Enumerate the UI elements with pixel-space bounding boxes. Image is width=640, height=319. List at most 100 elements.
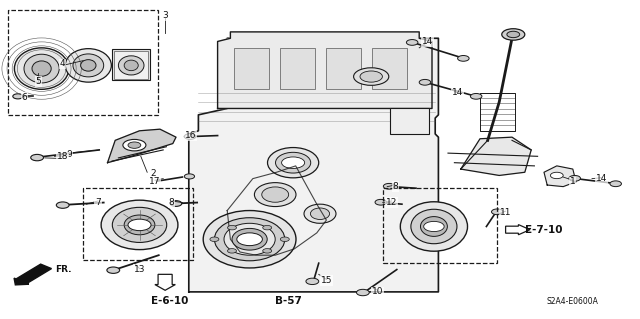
Bar — [480, 93, 515, 131]
Text: 14: 14 — [422, 37, 433, 46]
Ellipse shape — [224, 223, 275, 255]
Bar — [234, 48, 269, 89]
Ellipse shape — [401, 202, 468, 251]
Circle shape — [228, 249, 237, 253]
Text: FR.: FR. — [55, 265, 72, 274]
Polygon shape — [544, 166, 576, 187]
Ellipse shape — [353, 68, 389, 85]
Ellipse shape — [310, 208, 330, 219]
Text: 2: 2 — [151, 169, 156, 178]
Bar — [83, 188, 193, 260]
Circle shape — [237, 233, 262, 246]
Circle shape — [424, 221, 444, 232]
Circle shape — [569, 175, 580, 181]
Bar — [372, 48, 407, 89]
Ellipse shape — [420, 217, 447, 236]
Polygon shape — [461, 137, 531, 175]
Text: 14: 14 — [452, 88, 463, 97]
Circle shape — [56, 202, 69, 208]
Circle shape — [280, 237, 289, 241]
Ellipse shape — [81, 60, 96, 71]
Circle shape — [507, 31, 520, 38]
Circle shape — [306, 278, 319, 285]
Text: 6: 6 — [22, 93, 27, 102]
Circle shape — [184, 174, 195, 179]
Ellipse shape — [268, 147, 319, 178]
Ellipse shape — [254, 182, 296, 207]
Ellipse shape — [124, 215, 155, 235]
Text: E-6-10: E-6-10 — [151, 296, 188, 307]
Text: 8: 8 — [393, 182, 398, 191]
Bar — [390, 108, 429, 134]
Text: 10: 10 — [372, 287, 383, 296]
Circle shape — [170, 201, 182, 206]
FancyArrow shape — [155, 274, 175, 290]
Circle shape — [128, 142, 141, 148]
Circle shape — [263, 226, 272, 230]
Text: 13: 13 — [134, 265, 145, 274]
Text: 15: 15 — [321, 276, 332, 285]
Circle shape — [610, 181, 621, 187]
Bar — [112, 49, 150, 80]
Bar — [8, 10, 158, 115]
Circle shape — [282, 157, 305, 168]
Text: 12: 12 — [386, 198, 397, 207]
Bar — [114, 51, 148, 79]
Bar — [383, 188, 497, 263]
Text: S2A4-E0600A: S2A4-E0600A — [547, 297, 599, 306]
Circle shape — [228, 226, 237, 230]
Text: 18: 18 — [57, 152, 68, 161]
Ellipse shape — [304, 204, 336, 223]
Circle shape — [262, 249, 272, 253]
Circle shape — [184, 134, 196, 139]
Ellipse shape — [124, 60, 138, 70]
Circle shape — [123, 139, 146, 151]
Circle shape — [406, 40, 418, 45]
Ellipse shape — [118, 56, 144, 75]
Text: 9: 9 — [67, 150, 72, 159]
Circle shape — [419, 79, 431, 85]
Circle shape — [470, 93, 482, 99]
Text: B-57: B-57 — [275, 296, 301, 307]
Text: 4: 4 — [60, 59, 65, 68]
Ellipse shape — [204, 211, 296, 268]
Circle shape — [375, 199, 387, 205]
Ellipse shape — [24, 54, 60, 83]
Circle shape — [492, 209, 503, 215]
Circle shape — [550, 172, 563, 179]
Text: 7: 7 — [95, 198, 100, 207]
Circle shape — [13, 94, 23, 99]
Text: 1: 1 — [570, 177, 575, 186]
Polygon shape — [218, 32, 432, 108]
Ellipse shape — [411, 209, 457, 244]
Text: 3: 3 — [163, 11, 168, 20]
Ellipse shape — [275, 152, 311, 173]
Ellipse shape — [73, 54, 104, 77]
Ellipse shape — [360, 71, 383, 82]
Ellipse shape — [101, 200, 178, 249]
Bar — [326, 48, 361, 89]
Text: E-7-10: E-7-10 — [525, 225, 563, 235]
Ellipse shape — [14, 48, 69, 89]
Circle shape — [210, 237, 219, 241]
Circle shape — [458, 56, 469, 61]
Text: 14: 14 — [596, 174, 607, 183]
Text: 11: 11 — [500, 208, 511, 217]
Circle shape — [383, 183, 395, 189]
Circle shape — [31, 154, 44, 161]
Text: 17: 17 — [149, 177, 161, 186]
Ellipse shape — [262, 187, 289, 202]
Polygon shape — [189, 38, 438, 292]
Ellipse shape — [32, 61, 51, 76]
FancyArrow shape — [14, 264, 51, 285]
Circle shape — [356, 289, 369, 296]
Polygon shape — [108, 129, 176, 163]
Text: 5: 5 — [36, 77, 41, 86]
Text: 16: 16 — [185, 131, 196, 140]
Circle shape — [128, 219, 151, 231]
Circle shape — [502, 29, 525, 40]
Text: 8: 8 — [169, 198, 174, 207]
Ellipse shape — [214, 218, 285, 261]
Ellipse shape — [232, 228, 268, 250]
Ellipse shape — [65, 48, 111, 82]
